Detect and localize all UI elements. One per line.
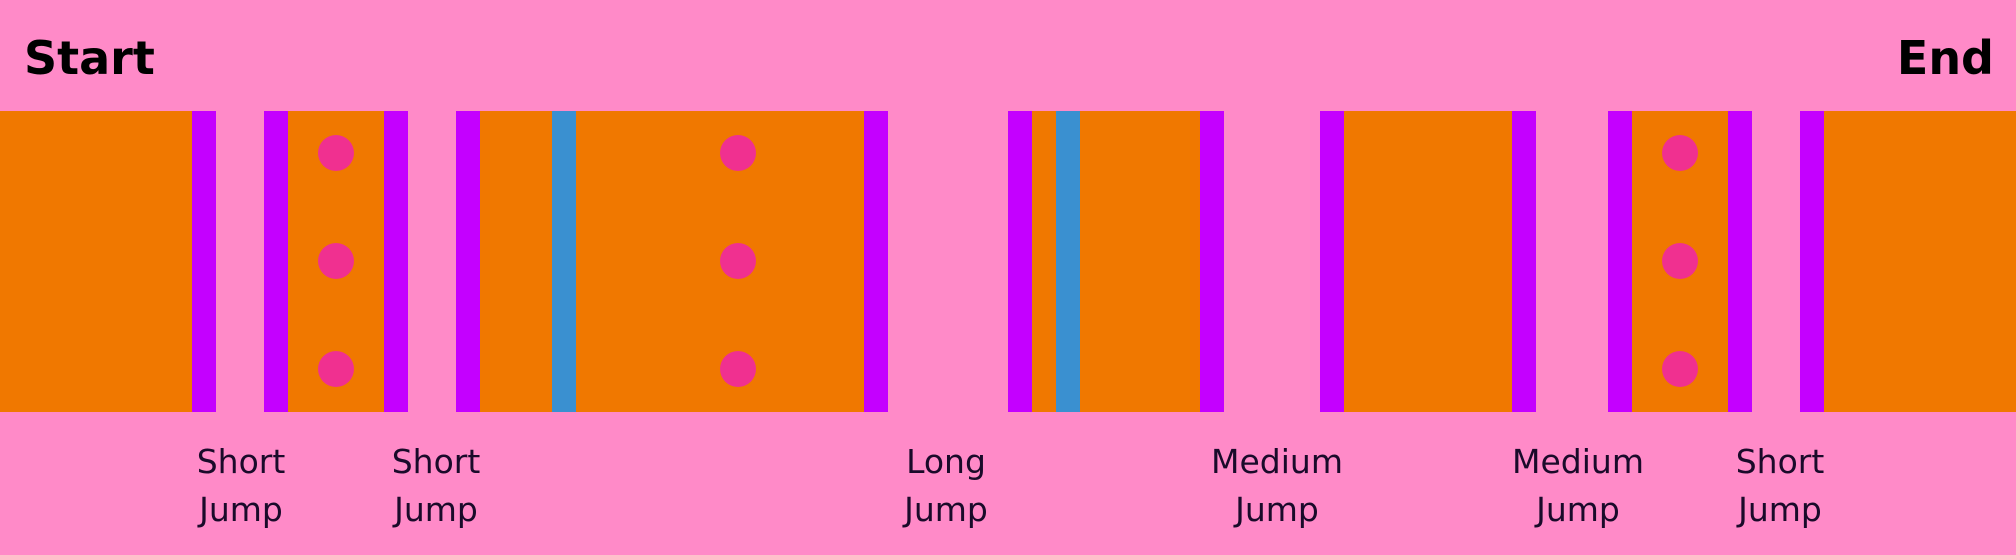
start-label: Start — [24, 31, 155, 85]
platform-edge — [264, 111, 288, 412]
platform-edge — [456, 111, 480, 412]
end-label: End — [1896, 31, 1994, 85]
jump-label-line1: Short — [391, 442, 481, 481]
platform-edge — [384, 111, 408, 412]
platform-edge — [864, 111, 888, 412]
platform-edge — [1200, 111, 1224, 412]
water-column — [1056, 111, 1080, 412]
coin-icon — [318, 135, 354, 171]
coin-icon — [1662, 351, 1698, 387]
jump-label-line2: Jump — [904, 490, 988, 529]
platform-7 — [1800, 111, 2016, 412]
jump-label: Medium Jump — [1187, 438, 1367, 534]
platform-edge — [1800, 111, 1824, 412]
coin-icon — [720, 243, 756, 279]
platform-edge — [1608, 111, 1632, 412]
jump-label-line2: Jump — [1536, 490, 1620, 529]
jump-label: Long Jump — [856, 438, 1036, 534]
jump-label-line1: Long — [906, 442, 986, 481]
coin-icon — [1662, 135, 1698, 171]
platform-edge — [1008, 111, 1032, 412]
coin-icon — [318, 243, 354, 279]
jump-label: Short Jump — [151, 438, 331, 534]
jump-label-line1: Short — [1735, 442, 1825, 481]
jump-label: Short Jump — [1690, 438, 1870, 534]
jump-label-line2: Jump — [1738, 490, 1822, 529]
platform-5 — [1320, 111, 1536, 412]
jump-label-line2: Jump — [199, 490, 283, 529]
platform-1 — [0, 111, 192, 412]
platform-4 — [1008, 111, 1224, 412]
jump-label: Short Jump — [346, 438, 526, 534]
platform-edge — [1512, 111, 1536, 412]
jump-label-line1: Medium — [1512, 442, 1644, 481]
coin-icon — [1662, 243, 1698, 279]
coin-icon — [720, 135, 756, 171]
platform-edge — [192, 111, 216, 412]
coin-icon — [318, 351, 354, 387]
water-column — [552, 111, 576, 412]
jump-label-line1: Medium — [1211, 442, 1343, 481]
jump-label-line2: Jump — [394, 490, 478, 529]
jump-label-line1: Short — [196, 442, 286, 481]
jump-label: Medium Jump — [1488, 438, 1668, 534]
platform-edge — [1320, 111, 1344, 412]
platform-edge — [1728, 111, 1752, 412]
jump-label-line2: Jump — [1235, 490, 1319, 529]
platform-3 — [456, 111, 888, 412]
coin-icon — [720, 351, 756, 387]
